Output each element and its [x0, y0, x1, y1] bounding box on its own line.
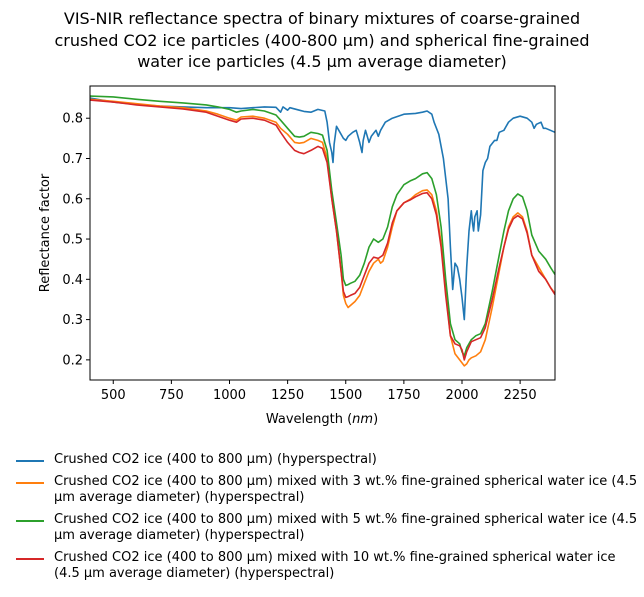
x-tick-label: 750 [159, 388, 184, 403]
x-tick-label: 500 [101, 388, 126, 403]
legend-swatch [16, 520, 44, 522]
legend-label: Crushed CO2 ice (400 to 800 µm) mixed wi… [54, 550, 616, 581]
y-axis-ticks: 0.2 0.3 0.4 0.5 0.6 0.7 0.8 [62, 112, 90, 368]
chart-title-line-3: water ice particles (4.5 µm average diam… [137, 52, 507, 71]
chart-title: VIS-NIR reflectance spectra of binary mi… [54, 9, 589, 71]
legend-label: Crushed CO2 ice (400 to 800 µm) (hypersp… [54, 452, 377, 467]
legend-swatch [16, 558, 44, 560]
series-lines [89, 95, 556, 367]
chart-title-line-2: crushed CO2 ice particles (400-800 µm) a… [54, 31, 589, 50]
legend-label: Crushed CO2 ice (400 to 800 µm) mixed wi… [54, 474, 638, 505]
x-tick-label: 1500 [329, 388, 362, 403]
series-line-1 [89, 97, 556, 321]
legend-label: Crushed CO2 ice (400 to 800 µm) mixed wi… [54, 512, 638, 543]
y-tick-label: 0.6 [62, 192, 83, 207]
x-tick-label: 2000 [445, 388, 478, 403]
y-tick-label: 0.5 [62, 233, 83, 248]
legend-swatch [16, 460, 44, 462]
x-tick-label: 1000 [213, 388, 246, 403]
chart-title-line-1: VIS-NIR reflectance spectra of binary mi… [64, 9, 580, 28]
x-axis-ticks: 500 750 1000 1250 1500 1750 2000 2250 [101, 380, 537, 403]
legend: Crushed CO2 ice (400 to 800 µm) (hypersp… [16, 452, 638, 588]
legend-item-1: Crushed CO2 ice (400 to 800 µm) (hypersp… [16, 452, 638, 468]
x-tick-label: 1250 [271, 388, 304, 403]
y-tick-label: 0.2 [62, 353, 83, 368]
legend-item-3: Crushed CO2 ice (400 to 800 µm) mixed wi… [16, 512, 638, 544]
legend-item-4: Crushed CO2 ice (400 to 800 µm) mixed wi… [16, 550, 638, 582]
series-line-3 [89, 95, 556, 357]
y-axis-label: Reflectance factor [38, 173, 53, 292]
x-axis-label: Wavelength (nm) [266, 412, 378, 427]
legend-swatch [16, 482, 44, 484]
y-tick-label: 0.7 [62, 152, 83, 167]
series-line-4 [89, 99, 556, 361]
x-tick-label: 1750 [387, 388, 420, 403]
y-tick-label: 0.3 [62, 313, 83, 328]
x-tick-label: 2250 [504, 388, 537, 403]
y-tick-label: 0.8 [62, 112, 83, 127]
series-line-2 [89, 98, 556, 367]
y-tick-label: 0.4 [62, 273, 83, 288]
plot-frame [89, 85, 556, 381]
legend-item-2: Crushed CO2 ice (400 to 800 µm) mixed wi… [16, 474, 638, 506]
